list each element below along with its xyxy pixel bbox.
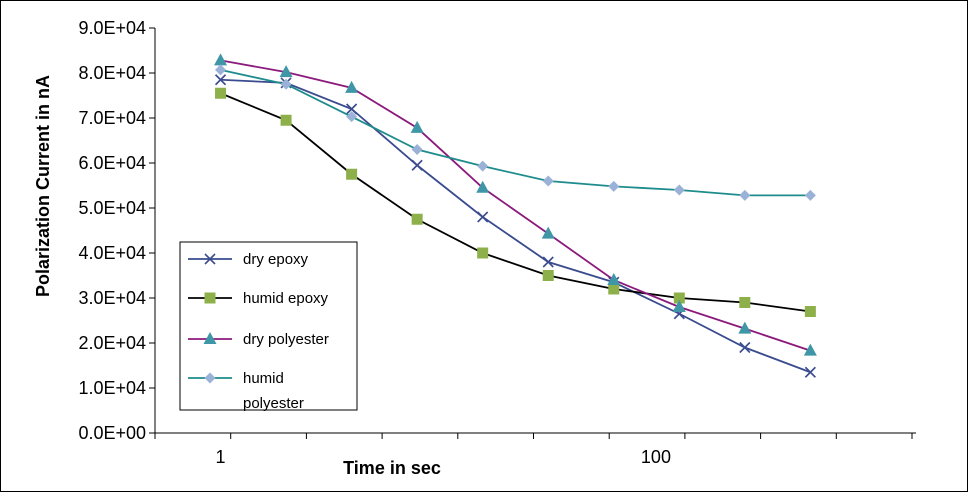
- legend-marker: [204, 292, 216, 304]
- marker-stroke: [804, 366, 816, 378]
- data-point-dry-polyester: [279, 65, 293, 78]
- series-line-humid-polyester: [220, 68, 811, 197]
- data-point-dry-epoxy: [477, 211, 489, 223]
- data-point-humid-epoxy: [542, 270, 554, 281]
- data-point-humid-epoxy: [411, 213, 423, 225]
- x-tick-label: 1: [216, 447, 226, 467]
- series-dry-polyester: [214, 53, 817, 356]
- y-tick-label: 5.0E+04: [78, 198, 146, 218]
- data-point-humid-epoxy: [346, 168, 358, 180]
- data-point-humid-polyester: [411, 144, 423, 155]
- x-tick-label: 100: [641, 447, 671, 467]
- marker-stroke: [346, 103, 358, 115]
- legend-label: dry epoxy: [243, 251, 309, 268]
- series-line-dry-polyester: [220, 59, 811, 352]
- data-point-humid-epoxy: [280, 114, 292, 126]
- data-point-dry-polyester: [214, 53, 228, 66]
- data-point-dry-polyester: [738, 321, 752, 334]
- series-humid-epoxy: [215, 87, 816, 317]
- data-point-humid-polyester: [804, 189, 816, 201]
- series-humid-polyester: [215, 64, 816, 201]
- marker-stroke: [214, 74, 227, 86]
- series-layer: [214, 53, 817, 378]
- data-point-humid-epoxy: [608, 283, 620, 295]
- y-axis-title: Polarization Current in nA: [33, 75, 53, 297]
- data-point-humid-polyester: [477, 160, 489, 172]
- legend-marker: [203, 332, 217, 344]
- data-point-humid-polyester: [346, 111, 358, 123]
- legend-item-humid-epoxy: humid epoxy: [188, 290, 329, 307]
- data-point-dry-epoxy: [542, 256, 554, 268]
- x-axis: 1 100: [154, 432, 916, 467]
- series-line-humid-epoxy: [220, 92, 811, 313]
- data-point-humid-epoxy: [477, 247, 489, 259]
- data-point-humid-polyester: [280, 78, 292, 90]
- data-point-humid-epoxy: [739, 297, 751, 308]
- data-point-dry-epoxy: [739, 341, 751, 354]
- data-point-humid-polyester: [215, 64, 227, 76]
- data-point-humid-polyester: [542, 175, 554, 187]
- x-axis-title: Time in sec: [343, 458, 441, 478]
- legend: dry epoxy humid epoxy dry polyester humid po…: [179, 241, 358, 412]
- data-point-dry-polyester: [476, 180, 490, 193]
- data-point-dry-polyester: [803, 343, 817, 356]
- data-point-dry-epoxy: [346, 103, 358, 115]
- marker-stroke: [739, 341, 751, 354]
- legend-label: humid: [243, 370, 284, 387]
- data-point-humid-epoxy: [215, 87, 227, 99]
- legend-label: polyester: [243, 395, 304, 412]
- legend-marker: [204, 253, 216, 265]
- data-point-dry-epoxy: [804, 366, 816, 378]
- y-axis: 0.0E+00 1.0E+04 2.0E+04 3.0E+04 4.0E+04 5.0E+…: [78, 18, 156, 443]
- y-tick-label: 1.0E+04: [78, 378, 146, 398]
- y-tick-label: 0.0E+00: [78, 423, 146, 443]
- marker-stroke: [411, 159, 423, 171]
- data-point-dry-polyester: [541, 226, 555, 239]
- legend-item-dry-polyester: dry polyester: [188, 331, 329, 348]
- marker-stroke: [204, 253, 216, 265]
- y-tick-label: 3.0E+04: [78, 288, 146, 308]
- data-point-dry-polyester: [672, 300, 686, 312]
- data-point-humid-epoxy: [804, 306, 816, 317]
- data-point-humid-polyester: [739, 189, 751, 201]
- data-point-humid-polyester: [673, 184, 685, 196]
- legend-marker: [204, 372, 216, 384]
- y-tick-label: 9.0E+04: [78, 18, 146, 38]
- data-point-dry-polyester: [410, 120, 424, 133]
- legend-item-dry-epoxy: dry epoxy: [188, 251, 309, 268]
- y-tick-label: 6.0E+04: [78, 153, 146, 173]
- y-tick-label: 8.0E+04: [78, 63, 146, 83]
- data-point-dry-epoxy: [411, 159, 423, 171]
- y-tick-label: 4.0E+04: [78, 243, 146, 263]
- data-point-dry-polyester: [345, 80, 359, 93]
- legend-item-humid-polyester: humid polyester: [188, 370, 304, 412]
- legend-label: humid epoxy: [243, 290, 329, 307]
- legend-label: dry polyester: [243, 331, 329, 348]
- data-point-humid-epoxy: [673, 292, 685, 304]
- y-tick-label: 7.0E+04: [78, 108, 146, 128]
- data-point-dry-epoxy: [214, 74, 227, 86]
- marker-stroke: [477, 211, 489, 223]
- data-point-humid-polyester: [608, 180, 620, 192]
- y-tick-label: 2.0E+04: [78, 333, 146, 353]
- series-line-dry-epoxy: [220, 78, 811, 374]
- marker-stroke: [542, 256, 554, 268]
- data-point-dry-polyester: [607, 273, 621, 285]
